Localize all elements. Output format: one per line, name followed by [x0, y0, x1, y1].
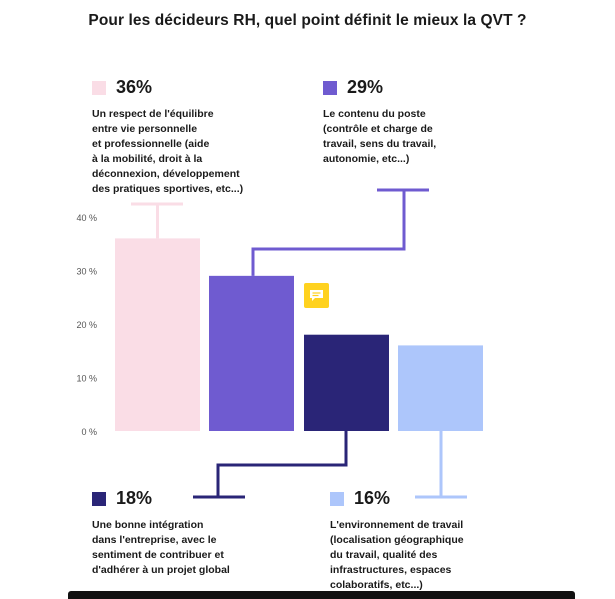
desc-line: des pratiques sportives, etc...) [92, 183, 244, 195]
desc-line: travail, sens du travail, [323, 138, 437, 150]
legend-swatch [92, 492, 106, 506]
desc-line: dans l'entreprise, avec le [92, 534, 217, 546]
callout-description: Le contenu du poste (contrôle et charge … [323, 107, 498, 167]
desc-line: (localisation géographique [330, 534, 464, 546]
desc-line: infrastructures, espaces [330, 564, 452, 576]
comment-icon[interactable] [304, 283, 329, 308]
bars [115, 238, 483, 431]
desc-line: à la mobilité, droit à la [92, 153, 203, 165]
connector-18 [216, 431, 348, 497]
desc-line: colaboratifs, etc...) [330, 579, 423, 591]
desc-line: L'environnement de travail [330, 519, 464, 531]
desc-line: sentiment de contribuer et [92, 549, 224, 561]
y-tick-label: 0 % [81, 427, 97, 437]
connector-lines [131, 188, 467, 499]
y-tick-label: 40 % [76, 213, 97, 223]
y-axis-ticks: 0 % 10 % 20 % 30 % 40 % [76, 213, 97, 437]
callout-percent: 29% [347, 77, 384, 97]
legend-swatch [330, 492, 344, 506]
bottom-bar [68, 591, 575, 599]
legend-swatch [92, 81, 106, 95]
callout-description: Un respect de l'équilibre entre vie pers… [92, 107, 267, 197]
desc-line: autonomie, etc...) [323, 153, 410, 165]
callout-description: L'environnement de travail (localisation… [330, 518, 505, 593]
callout-percent: 16% [354, 488, 391, 508]
y-tick-label: 20 % [76, 320, 97, 330]
y-tick-label: 10 % [76, 374, 97, 384]
bar-36 [115, 238, 200, 431]
bar-16 [398, 345, 483, 431]
desc-line: Le contenu du poste [323, 108, 426, 120]
legend-swatch [323, 81, 337, 95]
chart-title: Pour les décideurs RH, quel point défini… [88, 12, 527, 29]
callout-percent: 18% [116, 488, 153, 508]
desc-line: Une bonne intégration [92, 519, 204, 531]
desc-line: (contrôle et charge de [323, 123, 433, 135]
callout-percent: 36% [116, 77, 153, 97]
bar-29 [209, 275, 294, 431]
desc-line: et professionnelle (aide [92, 138, 210, 150]
desc-line: d'adhérer à un projet global [92, 564, 230, 576]
desc-line: déconnexion, développement [92, 168, 240, 180]
desc-line: du travail, qualité des [330, 549, 438, 561]
bar-18 [304, 334, 389, 431]
desc-line: Un respect de l'équilibre [92, 108, 214, 120]
connector-29 [251, 190, 406, 276]
y-tick-label: 30 % [76, 267, 97, 277]
callout-description: Une bonne intégration dans l'entreprise,… [92, 518, 267, 578]
desc-line: entre vie personnelle [92, 123, 198, 135]
